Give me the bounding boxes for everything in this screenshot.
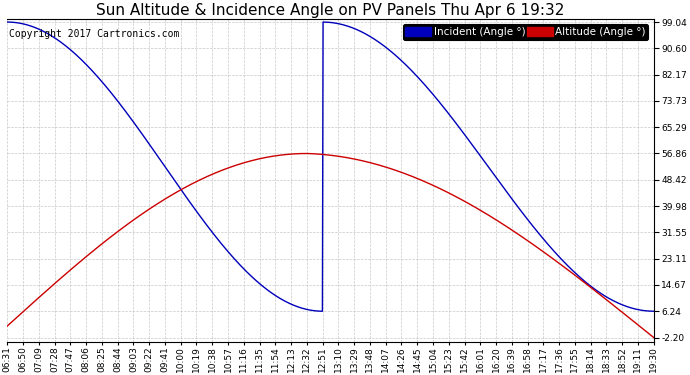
Legend: Incident (Angle °), Altitude (Angle °): Incident (Angle °), Altitude (Angle °)	[403, 24, 649, 40]
Title: Sun Altitude & Incidence Angle on PV Panels Thu Apr 6 19:32: Sun Altitude & Incidence Angle on PV Pan…	[97, 3, 564, 18]
Text: Copyright 2017 Cartronics.com: Copyright 2017 Cartronics.com	[8, 28, 179, 39]
